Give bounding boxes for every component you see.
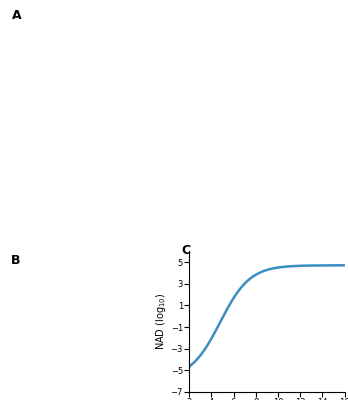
Text: C: C — [181, 244, 190, 257]
Y-axis label: NAD (log$_{10}$): NAD (log$_{10}$) — [154, 293, 168, 350]
Text: B: B — [11, 254, 21, 267]
Text: A: A — [12, 9, 22, 22]
